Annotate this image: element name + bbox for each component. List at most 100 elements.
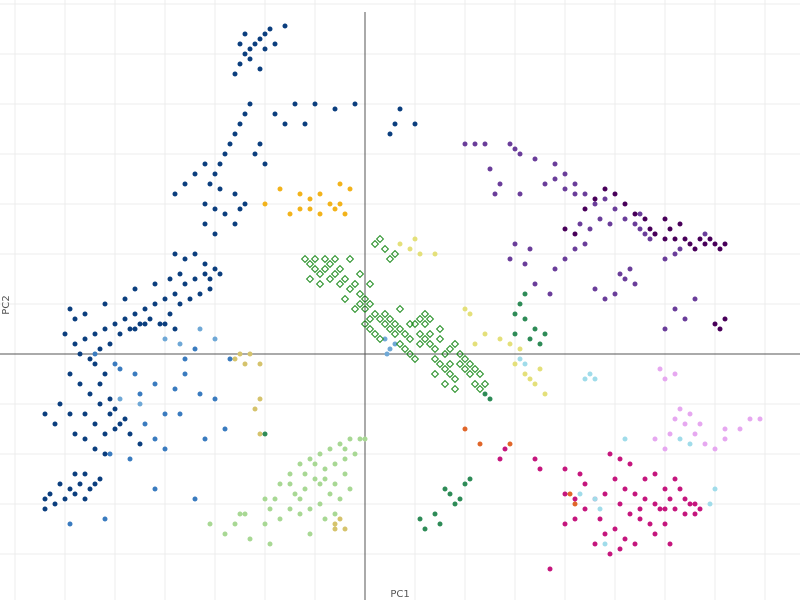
data-point: [662, 446, 668, 452]
data-point: [385, 324, 395, 334]
data-point: [587, 371, 593, 377]
data-point: [392, 121, 398, 127]
data-point: [82, 471, 88, 477]
data-point: [512, 146, 518, 152]
data-point: [385, 314, 395, 324]
data-point: [622, 216, 628, 222]
data-point: [332, 481, 338, 487]
data-point: [247, 351, 253, 357]
data-point: [722, 241, 728, 247]
data-point: [102, 371, 108, 377]
data-point: [142, 421, 148, 427]
data-point: [592, 541, 598, 547]
data-point: [422, 526, 428, 532]
data-point: [592, 376, 598, 382]
data-point: [380, 244, 390, 254]
data-point: [562, 171, 568, 177]
data-point: [527, 246, 533, 252]
data-point: [87, 391, 93, 397]
data-point: [197, 391, 203, 397]
data-point: [652, 531, 658, 537]
data-point: [702, 231, 708, 237]
data-point: [375, 314, 385, 324]
data-point: [52, 501, 58, 507]
data-point: [435, 359, 445, 369]
data-point: [320, 254, 330, 264]
data-point: [82, 436, 88, 442]
data-point: [497, 181, 503, 187]
data-point: [440, 364, 450, 374]
data-point: [152, 301, 158, 307]
data-point: [627, 266, 633, 272]
data-point: [497, 336, 503, 342]
data-point: [682, 496, 688, 502]
data-point: [312, 101, 318, 107]
data-point: [507, 441, 513, 447]
data-point: [292, 491, 298, 497]
data-point: [152, 486, 158, 492]
data-point: [677, 486, 683, 492]
data-point: [607, 451, 613, 457]
data-point: [77, 351, 83, 357]
data-point: [582, 241, 588, 247]
data-point: [272, 111, 278, 117]
data-point: [322, 516, 328, 522]
data-point: [142, 306, 148, 312]
data-point: [687, 501, 693, 507]
data-point: [460, 354, 470, 364]
data-point: [672, 236, 678, 242]
data-point: [445, 369, 455, 379]
data-point: [657, 366, 663, 372]
data-point: [97, 401, 103, 407]
data-point: [137, 391, 143, 397]
data-point: [692, 501, 698, 507]
data-point: [182, 356, 188, 362]
data-point: [92, 481, 98, 487]
data-point: [677, 406, 683, 412]
data-point: [390, 319, 400, 329]
data-point: [390, 249, 400, 259]
data-point: [552, 266, 558, 272]
data-point: [212, 266, 218, 272]
data-point: [335, 264, 345, 274]
data-point: [607, 551, 613, 557]
data-point: [192, 251, 198, 257]
data-point: [627, 461, 633, 467]
data-point: [162, 411, 168, 417]
data-point: [465, 369, 475, 379]
data-point: [355, 289, 365, 299]
data-points: [42, 23, 763, 572]
data-point: [172, 386, 178, 392]
data-point: [272, 41, 278, 47]
data-point: [317, 191, 323, 197]
data-point: [177, 341, 183, 347]
data-point: [537, 366, 543, 372]
data-point: [327, 491, 333, 497]
data-point: [747, 416, 753, 422]
data-point: [317, 501, 323, 507]
data-point: [112, 361, 118, 367]
data-point: [597, 216, 603, 222]
data-point: [622, 436, 628, 442]
data-point: [627, 511, 633, 517]
data-point: [410, 354, 420, 364]
data-point: [112, 406, 118, 412]
data-point: [692, 296, 698, 302]
data-point: [412, 236, 418, 242]
data-point: [112, 426, 118, 432]
data-point: [662, 256, 668, 262]
data-point: [287, 506, 293, 512]
data-point: [572, 231, 578, 237]
data-point: [527, 376, 533, 382]
data-point: [460, 364, 470, 374]
data-point: [87, 356, 93, 362]
data-point: [517, 346, 523, 352]
data-point: [682, 236, 688, 242]
data-point: [432, 251, 438, 257]
data-point: [252, 406, 258, 412]
data-point: [262, 31, 268, 37]
data-point: [340, 274, 350, 284]
data-point: [307, 196, 313, 202]
data-point: [632, 281, 638, 287]
data-point: [480, 379, 490, 389]
